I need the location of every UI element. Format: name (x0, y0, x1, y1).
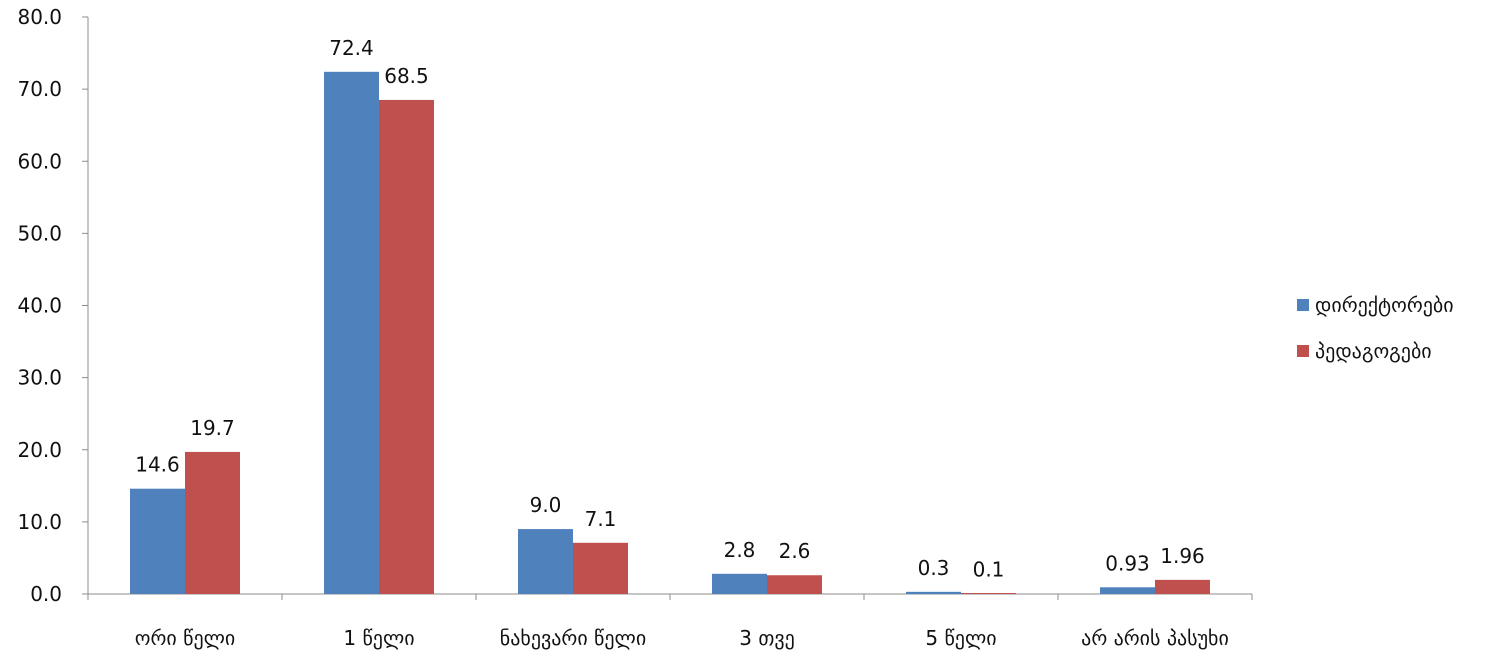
x-category-label: ორი წელი (135, 626, 236, 650)
x-category-label: 3 თვე (739, 626, 795, 650)
data-label: 0.1 (973, 557, 1005, 581)
y-tick-label: 80.0 (17, 5, 62, 29)
data-label: 68.5 (384, 64, 429, 88)
y-tick-label: 40.0 (17, 294, 62, 318)
legend: დირექტორები პედაგოგები (1297, 293, 1454, 363)
bars (130, 71, 1210, 594)
legend-label: დირექტორები (1315, 293, 1454, 317)
bar-series-1 (324, 71, 379, 594)
data-label: 72.4 (329, 36, 374, 60)
y-tick-label: 20.0 (17, 438, 62, 462)
bar-series-1 (712, 573, 767, 594)
data-label: 0.93 (1105, 551, 1150, 575)
data-label: 2.6 (779, 539, 811, 563)
data-label: 19.7 (190, 416, 235, 440)
bar-series-1 (906, 591, 961, 594)
data-label: 2.8 (724, 538, 756, 562)
y-tick-label: 50.0 (17, 221, 62, 245)
data-label: 7.1 (585, 507, 617, 531)
bar-series-2 (767, 575, 822, 594)
data-label: 1.96 (1160, 544, 1205, 568)
data-labels: 14.6 19.7 72.4 68.5 9.0 7.1 2.8 2.6 0.3 0.1 0.93 1.… (135, 36, 1205, 581)
bar-series-2 (573, 542, 628, 594)
y-tick-label: 70.0 (17, 77, 62, 101)
legend-label: პედაგოგები (1315, 339, 1432, 363)
x-category-label: არ არის პასუხი (1081, 626, 1229, 650)
bar-series-2 (961, 593, 1016, 594)
bar-series-1 (1100, 587, 1155, 594)
data-label: 0.3 (918, 556, 950, 580)
legend-swatch (1297, 345, 1309, 357)
data-label: 14.6 (135, 453, 180, 477)
y-tick-label: 0.0 (30, 582, 62, 606)
y-tick-label: 60.0 (17, 149, 62, 173)
bar-series-2 (1155, 579, 1210, 594)
y-tick-label: 30.0 (17, 366, 62, 390)
x-category-label: 1 წელი (343, 626, 414, 650)
x-category-label: 5 წელი (925, 626, 996, 650)
bar-series-2 (185, 451, 240, 594)
bar-series-2 (379, 99, 434, 594)
legend-swatch (1297, 299, 1309, 311)
bar-series-1 (518, 529, 573, 594)
axes: 0.0 10.0 20.0 30.0 40.0 50.0 60.0 70.0 80.0 ორი წ… (17, 5, 1253, 650)
bar-series-1 (130, 488, 185, 594)
data-label: 9.0 (530, 493, 562, 517)
y-tick-label: 10.0 (17, 510, 62, 534)
x-category-label: ნახევარი წელი (500, 626, 646, 650)
